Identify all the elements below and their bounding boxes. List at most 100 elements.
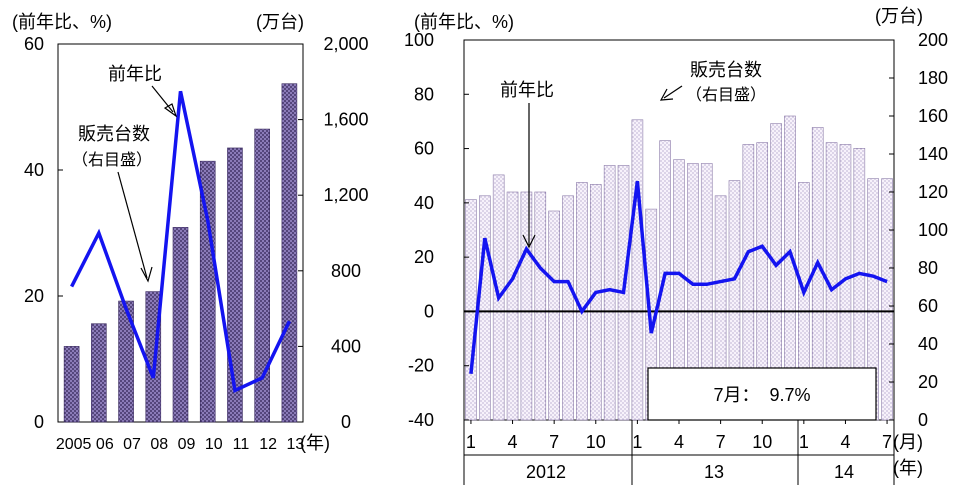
year-label: 14 [834,462,854,482]
left-tick-label: 20 [24,286,44,306]
bar [562,195,574,421]
left-tick-label: 100 [404,30,434,50]
right-axis-unit: (万台) [256,12,304,32]
bar [603,165,616,421]
left-tick-label: 0 [34,412,44,432]
right-tick-label: 0 [341,412,351,432]
left-tick-label: 80 [414,84,434,104]
bar [534,191,547,421]
annotation-sales: 販売台数 [78,124,150,144]
left-axis-ticks: -40 -20 0 20 40 60 80 100 [404,30,469,430]
bar [63,346,80,423]
right-tick-label: 180 [918,68,948,88]
x-tick-label: 13 [286,436,304,453]
chart-annual: (前年比、%) (万台) 0 20 40 60 0 400 800 1,200 1,600 2,… [12,12,369,453]
bar [506,191,519,421]
month-tick-label: 1 [799,432,809,452]
right-tick-label: 2,000 [323,34,368,54]
bar [881,178,893,421]
x-tick-label: 09 [178,436,196,453]
annotation-sales-arrowhead [659,88,674,101]
annotation-yoy-arrow [151,85,174,113]
left-tick-label: -20 [408,356,434,376]
chart-monthly: (前年比、%) (万台) -40 -20 0 20 40 60 80 100 0 20 40 60 8… [404,6,948,485]
right-tick-label: 800 [331,261,361,281]
annotation-yoy: 前年比 [500,80,554,100]
right-tick-label: 1,600 [323,110,368,130]
x-axis-unit: (年) [300,433,330,453]
right-tick-label: 1,200 [323,185,368,205]
annotation-yoy: 前年比 [108,64,162,84]
line-series-yoy [469,180,888,375]
right-tick-label: 0 [918,410,928,430]
right-tick-label: 40 [918,334,938,354]
month-unit: (月) [893,432,923,452]
annotation-sales-arrowhead [140,266,153,283]
left-tick-label: -40 [408,410,434,430]
month-tick-label: 4 [840,432,850,452]
left-tick-label: 40 [24,160,44,180]
left-tick-label: 60 [24,34,44,54]
line-series-yoy [70,90,291,394]
left-axis-unit: (前年比、%) [12,12,112,32]
month-tick-label: 10 [752,432,772,452]
bar [465,199,477,421]
month-tick-label: 7 [882,432,892,452]
right-tick-label: 20 [918,372,938,392]
bar [281,83,298,423]
right-tick-label: 80 [918,258,938,278]
x-axis-ticks: 2005 06 07 08 09 10 11 12 13 [56,436,305,453]
annotation-sales: 販売台数 [690,60,762,80]
right-axis-ticks: 0 400 800 1,200 1,600 2,000 [298,34,369,432]
left-axis-unit: (前年比、%) [414,12,514,32]
month-tick-label: 7 [716,432,726,452]
annotation-yoy-arrowhead [522,234,536,249]
callout-text: 7月： 9.7% [713,385,810,405]
left-axis-ticks: 0 20 40 60 [24,34,63,432]
right-tick-label: 200 [918,30,948,50]
right-tick-label: 160 [918,106,948,126]
left-tick-label: 60 [414,139,434,159]
bar [91,323,107,423]
x-tick-label: 08 [150,436,168,453]
bar [479,195,491,421]
left-tick-label: 0 [424,301,434,321]
right-tick-label: 120 [918,182,948,202]
month-tick-label: 10 [586,432,606,452]
annotation-sales-arrow [663,85,683,99]
bar [118,300,134,423]
month-tick-label: 1 [466,432,476,452]
month-tick-label: 1 [632,432,642,452]
right-axis-unit: (万台) [875,6,923,26]
month-tick-label: 4 [674,432,684,452]
right-tick-label: 400 [331,336,361,356]
bar [631,119,644,421]
x-tick-label: 07 [123,436,141,453]
right-tick-label: 60 [918,296,938,316]
x-tick-label: 2005 [56,436,92,453]
x-axis-month-ticks: 1 4 7 10 1 4 7 10 1 4 7 [466,420,892,452]
bar [589,184,602,421]
bar [548,210,560,421]
bar [227,147,243,423]
bar [199,160,216,423]
year-unit: (年) [893,458,923,478]
bar [520,191,533,421]
annotation-sales-arrow [117,171,148,279]
callout-box [647,367,877,421]
x-tick-label: 10 [205,436,223,453]
x-tick-label: 06 [96,436,114,453]
year-label: 13 [704,462,724,482]
x-tick-label: 11 [233,436,250,453]
bar [254,128,270,423]
right-axis-ticks: 0 20 40 60 80 100 120 140 160 180 200 [889,30,948,430]
annotation-yoy-arrowhead [163,103,178,118]
year-label: 2012 [526,462,566,482]
annotation-sales-axis: （右目盛） [72,151,152,169]
month-tick-label: 7 [549,432,559,452]
left-tick-label: 40 [414,193,434,213]
x-tick-label: 12 [259,436,277,453]
bar [172,227,189,423]
right-tick-label: 140 [918,144,948,164]
